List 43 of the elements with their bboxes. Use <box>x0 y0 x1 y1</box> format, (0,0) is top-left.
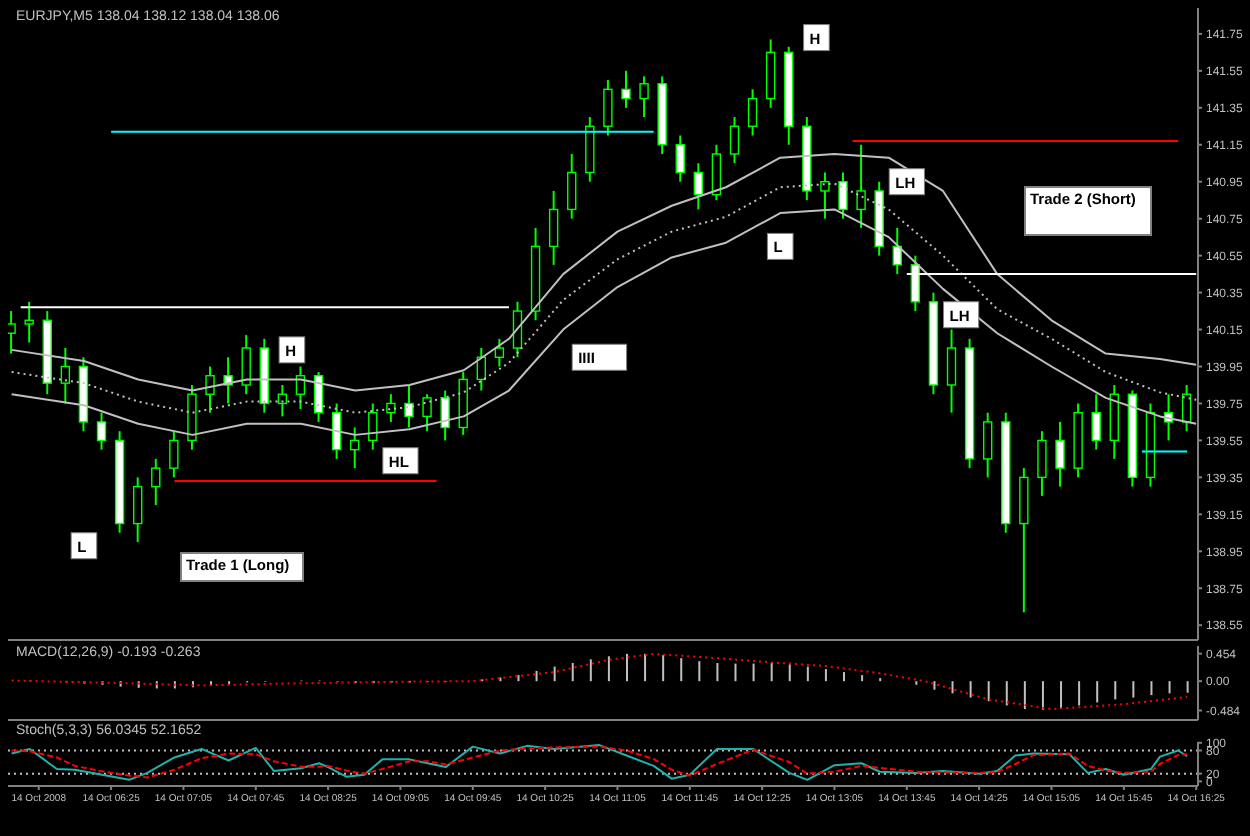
candlestick <box>1055 420 1065 488</box>
candlestick <box>548 189 559 266</box>
candlestick <box>1109 383 1119 460</box>
candlestick <box>132 476 143 544</box>
candlestick <box>169 430 179 479</box>
candlestick <box>765 38 776 109</box>
candlestick <box>892 226 902 276</box>
candlestick <box>621 69 631 109</box>
candlestick <box>856 143 866 229</box>
candlestick <box>820 171 830 220</box>
candlestick <box>223 356 233 405</box>
candlestick <box>639 75 649 119</box>
candlestick <box>729 116 740 165</box>
candlestick <box>331 402 342 460</box>
candlestick <box>241 334 251 396</box>
line-series <box>10 152 1198 392</box>
candlestick <box>404 383 414 429</box>
candlestick <box>585 116 595 183</box>
candlestick <box>603 79 613 137</box>
candlestick <box>205 365 215 414</box>
candlestick <box>96 411 107 451</box>
candlestick <box>946 328 957 414</box>
candlestick <box>422 393 432 433</box>
candlestick <box>711 143 722 202</box>
candlestick <box>494 337 505 368</box>
candlestick <box>1019 467 1029 614</box>
candlestick <box>747 88 758 137</box>
line-series <box>10 208 1198 436</box>
candlestick <box>567 152 577 220</box>
candlestick <box>440 389 450 442</box>
candlestick <box>8 310 16 355</box>
candlestick <box>60 347 71 405</box>
candlestick <box>386 393 396 423</box>
candlestick <box>1037 430 1047 497</box>
candlestick <box>675 134 685 183</box>
candlestick <box>1091 393 1101 451</box>
candlestick <box>982 411 993 479</box>
candlestick <box>151 457 161 507</box>
candlestick <box>350 426 360 470</box>
candlestick <box>693 162 704 211</box>
candlestick <box>838 171 848 220</box>
candlestick <box>24 300 34 344</box>
candlestick <box>187 383 197 451</box>
